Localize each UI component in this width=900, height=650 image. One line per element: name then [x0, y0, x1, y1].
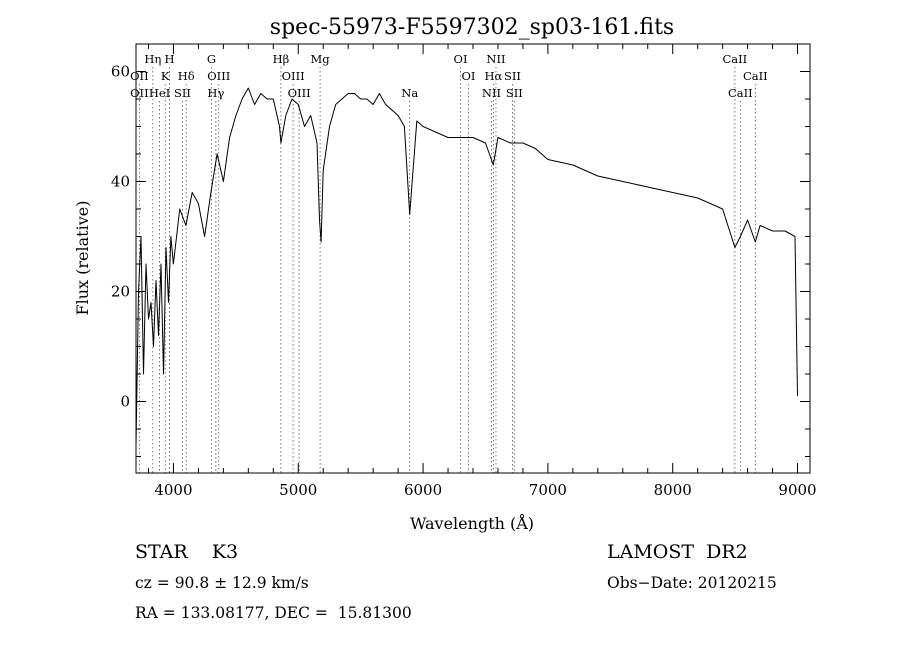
- line-label: Na: [401, 86, 418, 100]
- line-label: Hα: [484, 69, 502, 83]
- line-label: Hη: [144, 52, 161, 66]
- x-tick-label: 6000: [404, 481, 442, 499]
- redshift-velocity: cz = 90.8 ± 12.9 km/s: [135, 574, 309, 592]
- line-label: OII: [130, 69, 149, 83]
- line-label: OIII: [207, 69, 230, 83]
- line-label: H: [165, 52, 175, 66]
- line-label: SII: [504, 69, 521, 83]
- chart-title: spec-55973-F5597302_sp03-161.fits: [270, 15, 674, 40]
- y-tick-label: 60: [111, 63, 130, 81]
- line-label: OI: [454, 52, 468, 66]
- line-label: CaII: [728, 86, 753, 100]
- x-tick-label: 4000: [154, 481, 192, 499]
- line-label: CaII: [722, 52, 747, 66]
- observation-date: Obs−Date: 20120215: [607, 574, 777, 592]
- plot-frame: [135, 43, 811, 474]
- x-axis: 4000 5000 6000 7000 8000 9000: [147, 44, 817, 499]
- line-label: CaII: [743, 69, 768, 83]
- y-tick-label: 20: [111, 283, 130, 301]
- x-tick-label: 8000: [654, 481, 692, 499]
- x-axis-title: Wavelength (Å): [410, 513, 534, 533]
- line-label: OIII: [288, 86, 311, 100]
- y-axis: 0 20 40 60: [111, 63, 810, 457]
- line-label: NII: [486, 52, 505, 66]
- spectral-line-markers: [138, 67, 756, 473]
- line-label: OIII: [282, 69, 305, 83]
- spectrum-line: [135, 87, 798, 446]
- y-axis-title: Flux (relative): [73, 201, 92, 316]
- line-label: SII: [174, 86, 191, 100]
- y-tick-label: 40: [111, 173, 130, 191]
- line-label: OII: [130, 86, 149, 100]
- x-tick-label: 5000: [279, 481, 317, 499]
- x-tick-label: 7000: [529, 481, 567, 499]
- object-class: STAR K3: [135, 541, 239, 563]
- line-label: K: [161, 69, 170, 83]
- line-label: Mg: [311, 52, 331, 66]
- line-label: NII: [482, 86, 501, 100]
- line-label: HeI: [149, 86, 170, 100]
- sky-coordinates: RA = 133.08177, DEC = 15.81300: [135, 604, 412, 622]
- y-tick-label: 0: [120, 393, 130, 411]
- line-label: G: [207, 52, 216, 66]
- line-label: SII: [506, 86, 523, 100]
- line-label: Hγ: [207, 86, 224, 100]
- survey-name: LAMOST DR2: [607, 541, 748, 563]
- line-label: OI: [462, 69, 476, 83]
- x-tick-label: 9000: [778, 481, 816, 499]
- line-label: Hδ: [178, 69, 195, 83]
- line-label: Hβ: [273, 52, 290, 66]
